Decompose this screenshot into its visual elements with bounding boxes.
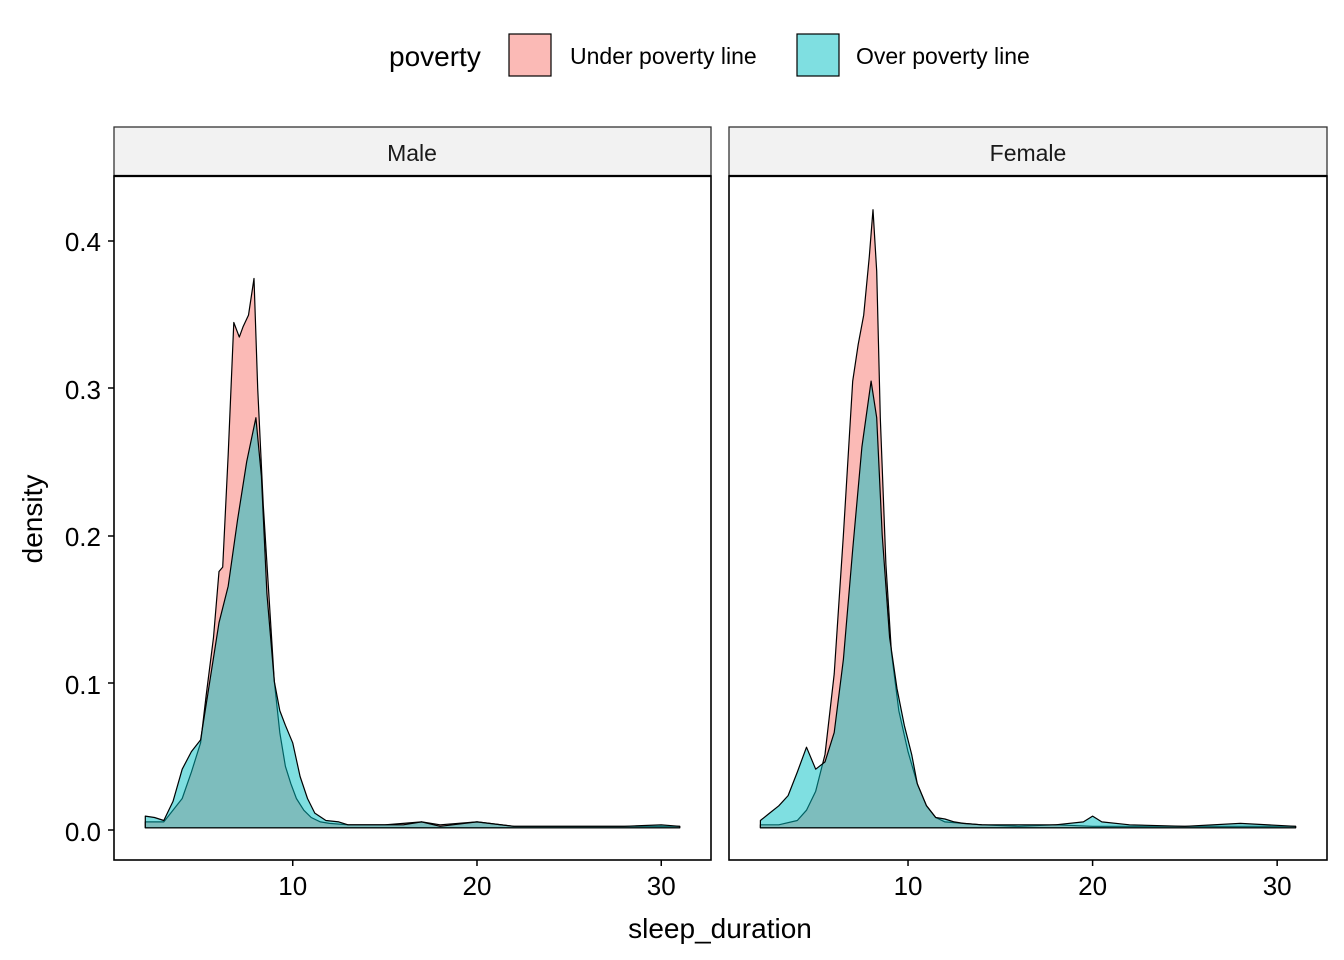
y-tick-label: 0.0 (65, 817, 101, 847)
panel-frame-female (728, 175, 1328, 861)
panel-female: Female 10 20 30 (728, 126, 1328, 901)
y-tick-label: 0.3 (65, 375, 101, 405)
y-tick-labels: 0.0 0.1 0.2 0.3 0.4 (65, 227, 101, 847)
density-area-over (759, 380, 1297, 829)
strip-female (728, 126, 1328, 177)
x-tick-label: 10 (278, 871, 307, 901)
strip-label-female: Female (990, 140, 1067, 166)
x-axis-title: sleep_duration (628, 913, 812, 944)
y-axis-ticks (108, 240, 114, 831)
x-tick-label: 20 (1078, 871, 1107, 901)
density-area-over (144, 417, 681, 829)
legend-title: poverty (389, 41, 481, 72)
strip-label-male: Male (387, 140, 437, 166)
legend-swatch-under (508, 33, 552, 77)
panel-male: Male 10 20 30 (113, 126, 712, 901)
y-tick-label: 0.4 (65, 227, 101, 257)
legend-label-over: Over poverty line (856, 43, 1030, 69)
strip-male (113, 126, 712, 177)
x-tick-label: 20 (463, 871, 492, 901)
x-tick-label: 30 (1263, 871, 1292, 901)
legend-swatch-over (796, 33, 840, 77)
panel-frame-male (113, 175, 712, 861)
y-tick-label: 0.1 (65, 670, 101, 700)
x-tick-label: 30 (647, 871, 676, 901)
y-tick-label: 0.2 (65, 522, 101, 552)
legend-label-under: Under poverty line (570, 43, 757, 69)
x-tick-label: 10 (894, 871, 923, 901)
y-axis-title: density (17, 475, 48, 564)
legend: poverty Under poverty line Over poverty … (389, 33, 1030, 77)
